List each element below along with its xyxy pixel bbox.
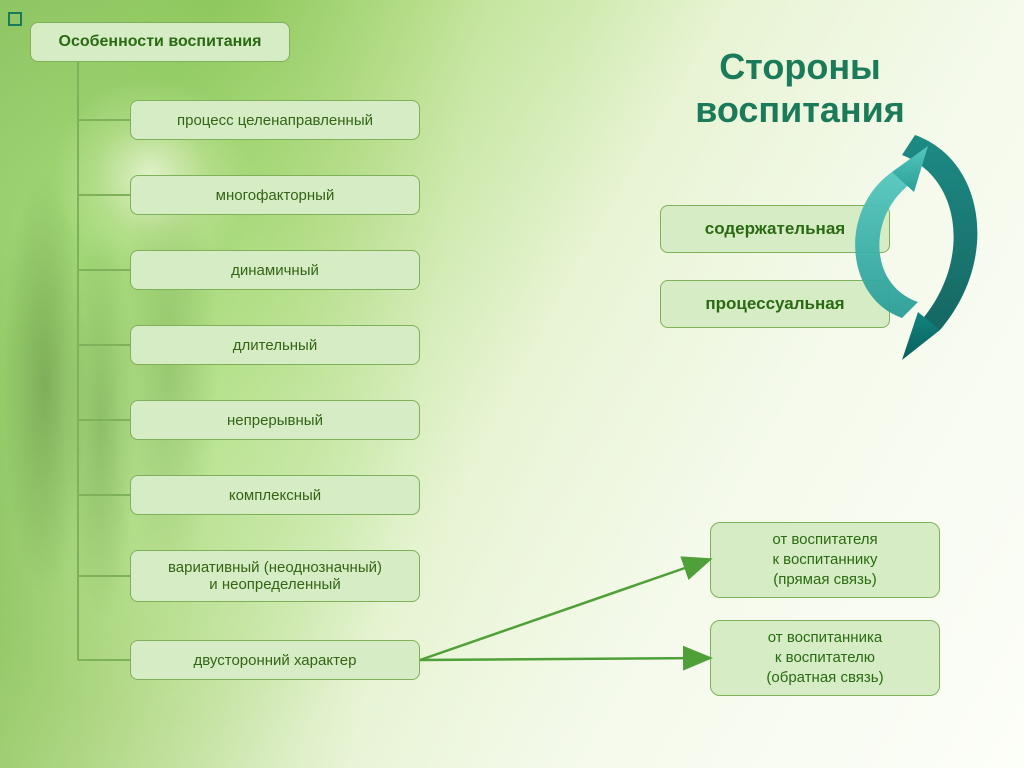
root-label: Особенности воспитания [59,33,262,51]
slide-marker-icon [8,12,22,26]
feature-label-7: двусторонний характер [194,652,357,669]
feature-label-6: вариативный (неоднозначный) и неопределе… [168,559,382,593]
side-label-1: содержательная [705,219,845,239]
feature-box-2: динамичный [130,250,420,290]
relation-box-2: от воспитанника к воспитателю (обратная … [710,620,940,696]
relation-label-2: от воспитанника к воспитателю (обратная … [766,628,883,689]
side-box-1: содержательная [660,205,890,253]
feature-label-0: процесс целенаправленный [177,112,373,129]
feature-label-3: длительный [233,337,317,354]
feature-box-0: процесс целенаправленный [130,100,420,140]
feature-label-4: непрерывный [227,412,323,429]
feature-box-6: вариативный (неоднозначный) и неопределе… [130,550,420,602]
page-title: Стороны воспитания [640,45,960,131]
feature-box-4: непрерывный [130,400,420,440]
feature-box-1: многофакторный [130,175,420,215]
feature-label-5: комплексный [229,487,321,504]
side-box-2: процессуальная [660,280,890,328]
feature-box-3: длительный [130,325,420,365]
side-label-2: процессуальная [705,294,844,314]
root-node: Особенности воспитания [30,22,290,62]
feature-box-5: комплексный [130,475,420,515]
feature-label-2: динамичный [231,262,319,279]
relation-box-1: от воспитателя к воспитаннику (прямая св… [710,522,940,598]
feature-label-1: многофакторный [216,187,335,204]
feature-box-7: двусторонний характер [130,640,420,680]
relation-label-1: от воспитателя к воспитаннику (прямая св… [772,530,877,591]
